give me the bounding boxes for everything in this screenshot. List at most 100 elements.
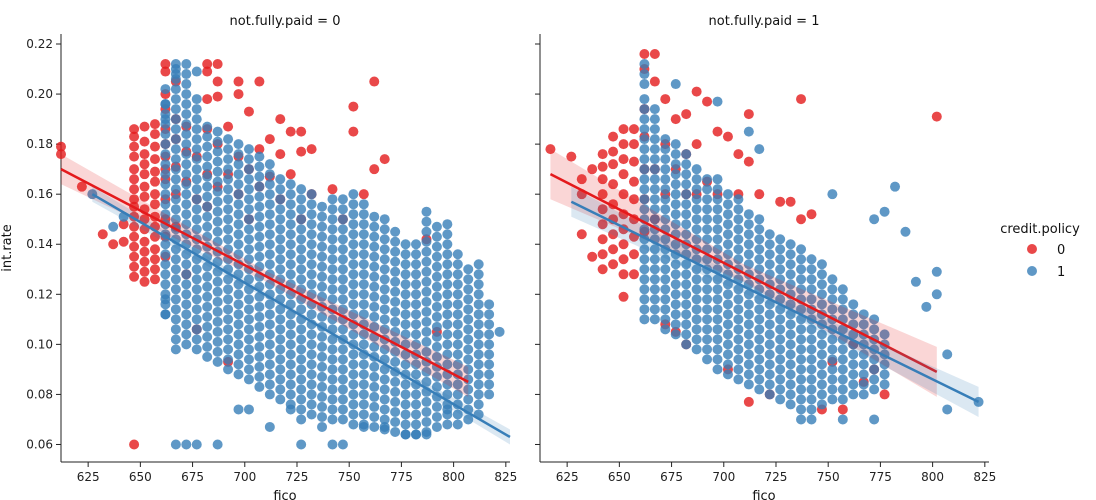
data-point	[306, 144, 317, 155]
data-point	[400, 419, 411, 430]
data-point	[348, 399, 359, 410]
data-point	[243, 164, 254, 175]
data-point	[369, 321, 380, 332]
data-point	[254, 201, 265, 212]
legend: credit.policy 0 1	[1000, 222, 1080, 280]
data-point	[296, 274, 307, 285]
data-point	[337, 394, 348, 405]
data-point	[348, 289, 359, 300]
data-point	[431, 251, 442, 262]
data-point	[628, 249, 639, 260]
data-point	[160, 209, 171, 220]
data-point	[649, 114, 660, 125]
data-point	[743, 209, 754, 220]
x-tick-label: 825	[973, 470, 996, 484]
data-point	[754, 314, 765, 325]
data-point	[254, 211, 265, 222]
data-point	[743, 329, 754, 340]
data-point	[400, 389, 411, 400]
data-point	[670, 159, 681, 170]
data-point	[691, 314, 702, 325]
data-point	[139, 149, 150, 160]
data-point	[743, 126, 754, 137]
data-point	[733, 284, 744, 295]
data-point	[733, 314, 744, 325]
data-point	[264, 279, 275, 290]
data-point	[764, 319, 775, 330]
data-point	[170, 284, 181, 295]
data-point	[639, 174, 650, 185]
data-point	[649, 254, 660, 265]
data-point	[681, 149, 692, 160]
data-point	[421, 376, 432, 387]
data-point	[785, 239, 796, 250]
data-point	[76, 181, 87, 192]
data-point	[129, 261, 140, 272]
data-point	[223, 274, 234, 285]
data-point	[202, 311, 213, 322]
data-point	[639, 69, 650, 80]
data-point	[775, 314, 786, 325]
data-point	[691, 284, 702, 295]
data-point	[129, 194, 140, 205]
data-point	[285, 189, 296, 200]
data-point	[837, 294, 848, 305]
data-point	[431, 401, 442, 412]
data-point	[796, 384, 807, 395]
data-point	[879, 379, 890, 390]
data-point	[275, 354, 286, 365]
data-point	[233, 139, 244, 150]
data-point	[796, 274, 807, 285]
data-point	[879, 369, 890, 380]
data-point	[775, 196, 786, 207]
data-point	[212, 136, 223, 147]
data-point	[463, 264, 474, 275]
data-point	[369, 291, 380, 302]
panel-title-0: not.fully.paid = 0	[230, 14, 341, 29]
data-point	[233, 199, 244, 210]
data-point	[181, 89, 192, 100]
data-point	[170, 294, 181, 305]
data-point	[473, 399, 484, 410]
data-point	[649, 284, 660, 295]
data-point	[243, 364, 254, 375]
data-point	[317, 421, 328, 432]
data-point	[306, 249, 317, 260]
data-point	[702, 234, 713, 245]
data-point	[202, 211, 213, 222]
data-point	[743, 396, 754, 407]
data-point	[139, 191, 150, 202]
data-point	[806, 354, 817, 365]
data-point	[160, 189, 171, 200]
data-point	[348, 299, 359, 310]
data-point	[202, 291, 213, 302]
data-point	[442, 319, 453, 330]
data-point	[473, 329, 484, 340]
data-point	[223, 244, 234, 255]
data-point	[369, 311, 380, 322]
data-point	[796, 254, 807, 265]
data-point	[848, 359, 859, 370]
data-point	[473, 369, 484, 380]
data-point	[639, 59, 650, 70]
data-point	[369, 391, 380, 402]
data-point	[494, 326, 505, 337]
data-point	[358, 309, 369, 320]
data-point	[411, 399, 422, 410]
y-tick-label: 0.10	[26, 337, 53, 351]
data-point	[411, 239, 422, 250]
data-point	[348, 229, 359, 240]
data-point	[170, 174, 181, 185]
data-point	[285, 339, 296, 350]
data-point	[296, 244, 307, 255]
data-point	[411, 329, 422, 340]
data-point	[56, 141, 66, 152]
data-point	[181, 59, 192, 70]
data-point	[473, 299, 484, 310]
data-point	[597, 149, 608, 160]
data-point	[202, 121, 213, 132]
legend-marker-1	[1027, 266, 1037, 276]
data-point	[160, 129, 171, 140]
data-point	[317, 381, 328, 392]
data-point	[806, 414, 817, 425]
